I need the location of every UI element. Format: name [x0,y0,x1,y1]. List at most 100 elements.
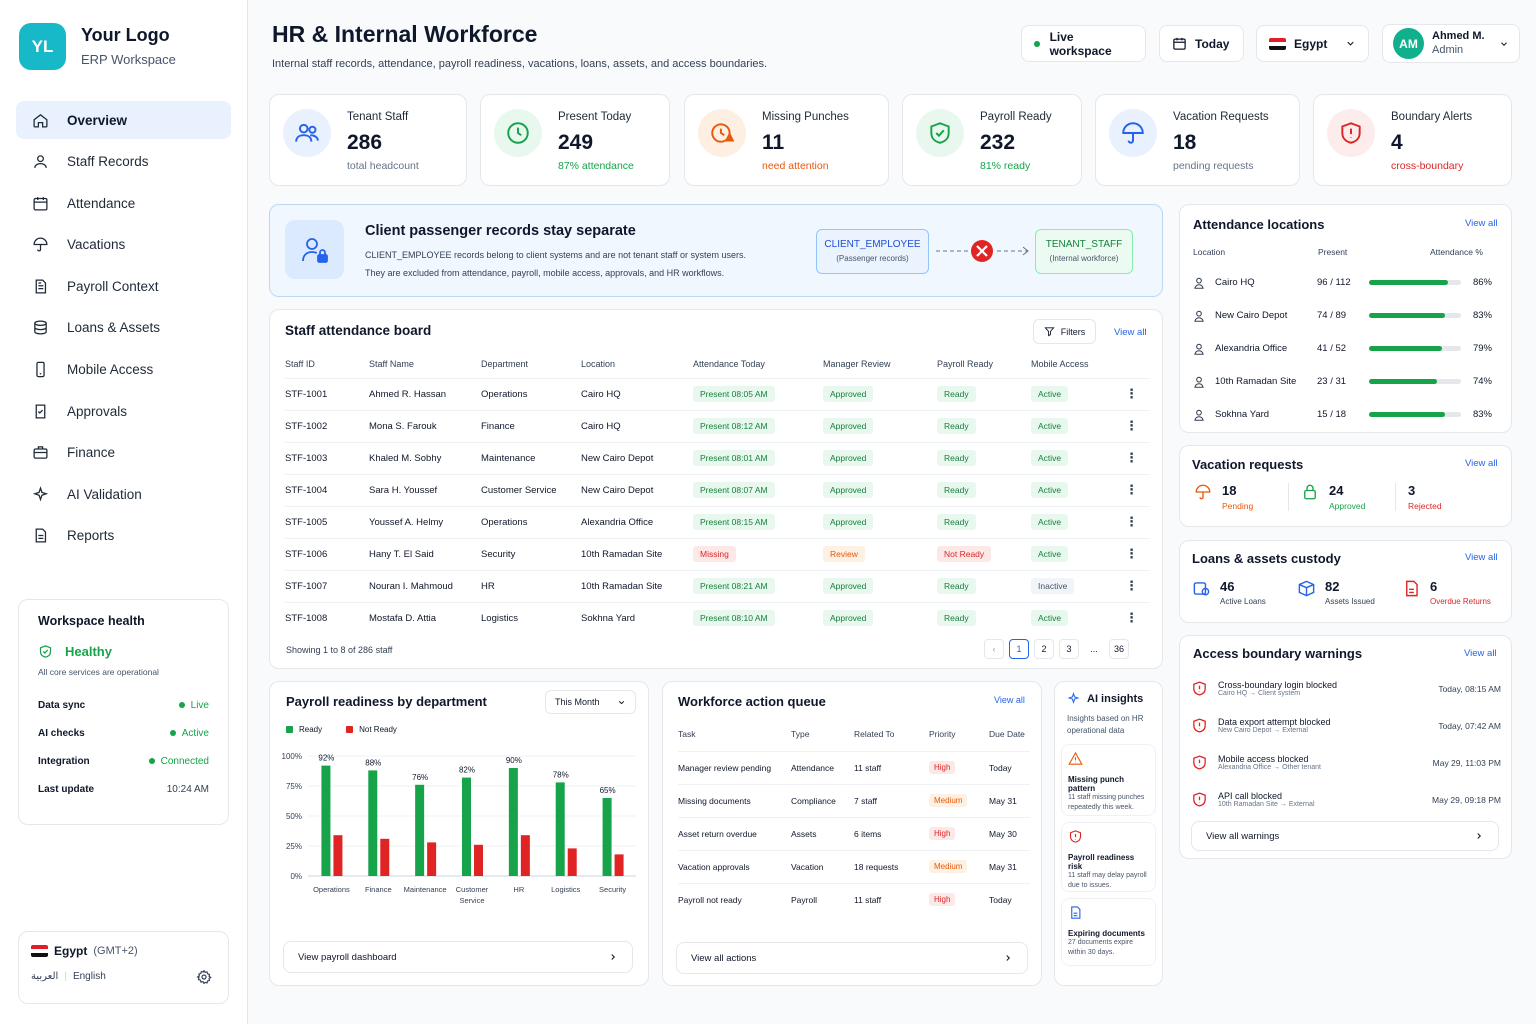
column-header[interactable]: Staff Name [369,358,414,369]
loans-title: Loans & assets custody [1192,551,1341,566]
location-name: Alexandria Office [1215,343,1288,354]
more-vertical-icon[interactable]: ⋮ [1113,601,1150,634]
column-header[interactable]: Location [581,358,616,369]
column-header[interactable]: Mobile Access [1031,358,1089,369]
view-all-warnings-button[interactable]: View all warnings [1191,821,1499,851]
board-view-all-link[interactable]: View all [1114,327,1147,338]
more-vertical-icon[interactable]: ⋮ [1113,537,1150,570]
date-filter-button[interactable]: Today [1159,25,1244,62]
country-select[interactable]: Egypt [1256,25,1369,62]
sidebar-item-label: Attendance [67,195,136,211]
sidebar-item-loans-assets[interactable]: Loans & Assets [16,309,231,347]
insight-item[interactable]: Payroll readiness risk 11 staff may delay… [1061,822,1156,892]
sidebar-item-vacations[interactable]: Vacations [16,226,231,264]
language-english-link[interactable]: English [72,971,106,982]
queue-row[interactable]: Missing documents Compliance 7 staff Med… [678,783,1030,817]
queue-column-header[interactable]: Related To [854,728,895,739]
queue-column-header[interactable]: Priority [929,728,956,739]
queue-column-header[interactable]: Task [678,728,696,739]
language-arabic-link[interactable]: العربية [31,971,59,982]
sidebar-item-reports[interactable]: Reports [16,517,231,555]
table-row[interactable]: STF-1007 Nouran I. Mahmoud HR 10th Ramad… [285,569,1150,602]
locations-view-all-link[interactable]: View all [1465,218,1498,229]
location-row[interactable]: 10th Ramadan Site 23 / 31 74% [1192,365,1502,398]
table-row[interactable]: STF-1003 Khaled M. Sobhy Maintenance New… [285,441,1150,474]
insight-item[interactable]: Expiring documents 27 documents expire wi… [1061,898,1156,966]
location-row[interactable]: Cairo HQ 96 / 112 86% [1192,266,1502,299]
period-select[interactable]: This Month [545,690,636,714]
queue-view-all-link[interactable]: View all [994,695,1025,705]
insight-item[interactable]: Missing punch pattern 11 staff missing pu… [1061,744,1156,816]
health-row-value: Live [178,700,209,711]
loan-stat-active-loans[interactable]: 46 Active Loans [1192,579,1297,606]
sidebar-item-approvals[interactable]: Approvals [16,392,231,430]
location-row[interactable]: New Cairo Depot 74 / 89 83% [1192,299,1502,332]
location-row[interactable]: Alexandria Office 41 / 52 79% [1192,332,1502,365]
loan-stat-assets-issued[interactable]: 82 Assets Issued [1297,579,1402,606]
stat-card-payroll-ready[interactable]: Payroll Ready 232 81% ready [902,94,1082,186]
gear-icon[interactable] [196,969,212,985]
table-row[interactable]: STF-1004 Sara H. Youssef Customer Servic… [285,473,1150,506]
location-row[interactable]: Sokhna Yard 15 / 18 83% [1192,398,1502,431]
more-vertical-icon[interactable]: ⋮ [1113,409,1150,442]
more-vertical-icon[interactable]: ⋮ [1113,505,1150,538]
column-header[interactable]: Staff ID [285,358,315,369]
stat-card-present-today[interactable]: Present Today 249 87% attendance [480,94,670,186]
stat-card-tenant-staff[interactable]: Tenant Staff 286 total headcount [269,94,467,186]
column-header[interactable]: Attendance Today [693,358,765,369]
sidebar-item-finance[interactable]: Finance [16,434,231,472]
page-button[interactable]: 1 [1009,639,1029,659]
user-menu[interactable]: AM Ahmed M. Admin [1382,24,1520,63]
staff-name: Mostafa D. Attia [369,601,481,634]
sidebar-item-mobile-access[interactable]: Mobile Access [16,351,231,389]
sidebar-item-staff-records[interactable]: Staff Records [16,143,231,181]
queue-row[interactable]: Asset return overdue Assets 6 items High… [678,816,1030,850]
more-vertical-icon[interactable]: ⋮ [1113,441,1150,474]
more-vertical-icon[interactable]: ⋮ [1113,473,1150,506]
more-vertical-icon[interactable]: ⋮ [1113,377,1150,410]
queue-row[interactable]: Manager review pending Attendance 11 sta… [678,750,1030,784]
warning-row[interactable]: Mobile access blocked Alexandria Office →… [1191,744,1501,781]
sidebar-item-ai-validation[interactable]: AI Validation [16,475,231,513]
page-button[interactable]: 2 [1034,639,1054,659]
column-header[interactable]: Manager Review [823,358,891,369]
table-row[interactable]: STF-1001 Ahmed R. Hassan Operations Cair… [285,377,1150,410]
table-row[interactable]: STF-1002 Mona S. Farouk Finance Cairo HQ… [285,409,1150,442]
warning-row[interactable]: Data export attempt blocked New Cairo Dep… [1191,707,1501,744]
vacation-stat-rejected[interactable]: 3 Rejected [1396,483,1502,511]
vacation-stat-approved[interactable]: 24 Approved [1289,483,1396,511]
live-workspace-button[interactable]: Live workspace [1021,25,1146,62]
prev-page-button[interactable]: ‹ [984,639,1004,659]
view-payroll-dashboard-button[interactable]: View payroll dashboard [283,941,633,973]
queue-row[interactable]: Payroll not ready Payroll 11 staff High … [678,882,1030,916]
sidebar-item-payroll-context[interactable]: Payroll Context [16,267,231,305]
more-vertical-icon[interactable]: ⋮ [1113,569,1150,602]
table-row[interactable]: STF-1006 Hany T. El Said Security 10th R… [285,537,1150,570]
warning-row[interactable]: API call blocked 10th Ramadan Site → Exte… [1191,781,1501,818]
board-title: Staff attendance board [285,323,432,338]
queue-column-header[interactable]: Due Date [989,728,1025,739]
sidebar-item-overview[interactable]: Overview [16,101,231,139]
loan-stat-overdue-returns[interactable]: 6 Overdue Returns [1402,579,1507,606]
table-row[interactable]: STF-1005 Youssef A. Helmy Operations Ale… [285,505,1150,538]
warning-row[interactable]: Cross-boundary login blocked Cairo HQ → C… [1191,670,1501,707]
column-header[interactable]: Payroll Ready [937,358,994,369]
stat-card-missing-punches[interactable]: Missing Punches 11 need attention [684,94,889,186]
warnings-view-all-link[interactable]: View all [1464,648,1497,659]
loan-count: 6 [1430,579,1438,594]
column-header[interactable]: Department [481,358,529,369]
vacation-view-all-link[interactable]: View all [1465,458,1498,469]
page-button[interactable]: 36 [1109,639,1129,659]
filters-button[interactable]: Filters [1033,319,1096,344]
loans-view-all-link[interactable]: View all [1465,552,1498,563]
page-button[interactable]: 3 [1059,639,1079,659]
file-icon [1406,580,1418,597]
view-all-actions-button[interactable]: View all actions [676,942,1028,974]
queue-row[interactable]: Vacation approvals Vacation 18 requests … [678,849,1030,883]
stat-card-vacation-requests[interactable]: Vacation Requests 18 pending requests [1095,94,1300,186]
sidebar-item-attendance[interactable]: Attendance [16,184,231,222]
table-row[interactable]: STF-1008 Mostafa D. Attia Logistics Sokh… [285,601,1150,634]
vacation-stat-pending[interactable]: 18 Pending [1192,483,1289,511]
stat-card-boundary-alerts[interactable]: Boundary Alerts 4 cross-boundary [1313,94,1512,186]
queue-column-header[interactable]: Type [791,728,810,739]
